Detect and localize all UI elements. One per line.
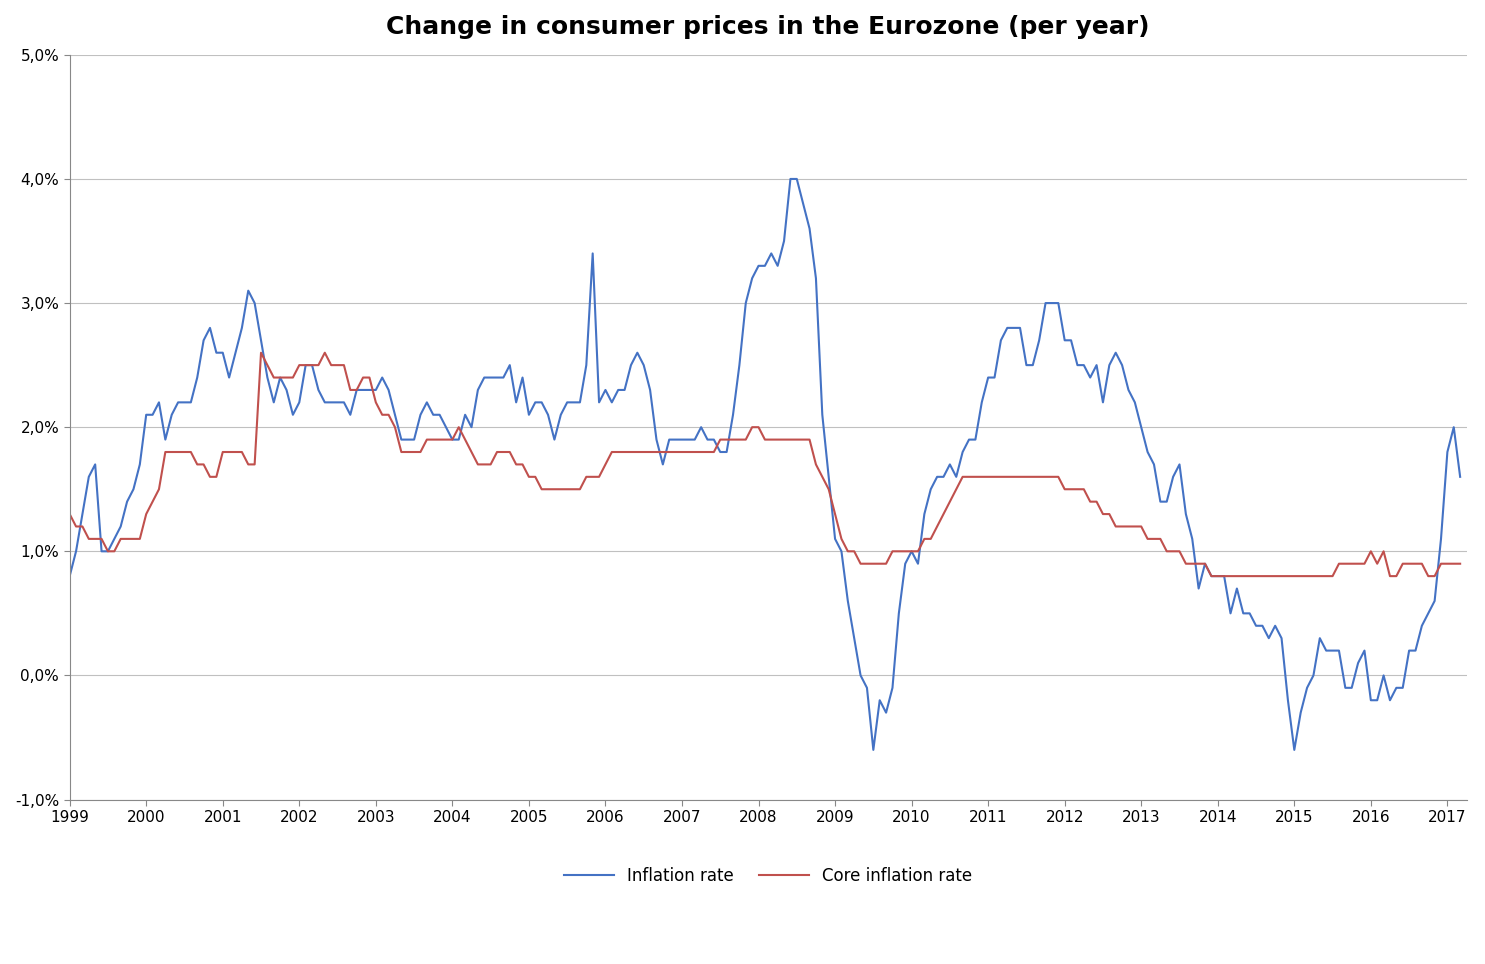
Inflation rate <box>131 459 148 470</box>
Inflation rate <box>1120 385 1138 396</box>
Legend: Inflation rate, Core inflation rate: Inflation rate, Core inflation rate <box>557 860 979 892</box>
Inflation rate <box>61 571 79 582</box>
Line: Inflation rate: Inflation rate <box>70 179 1460 750</box>
Inflation rate <box>603 396 621 408</box>
Core inflation rate <box>1203 571 1221 582</box>
Line: Core inflation rate: Core inflation rate <box>70 353 1460 576</box>
Core inflation rate <box>628 446 646 458</box>
Inflation rate <box>1215 571 1233 582</box>
Core inflation rate <box>61 508 79 520</box>
Inflation rate <box>941 459 959 470</box>
Inflation rate <box>622 360 640 371</box>
Inflation rate <box>1451 471 1469 483</box>
Core inflation rate <box>934 508 952 520</box>
Core inflation rate <box>1451 558 1469 570</box>
Core inflation rate <box>252 347 270 359</box>
Inflation rate <box>864 744 882 756</box>
Title: Change in consumer prices in the Eurozone (per year): Change in consumer prices in the Eurozon… <box>386 15 1149 39</box>
Core inflation rate <box>1215 571 1233 582</box>
Core inflation rate <box>609 446 627 458</box>
Inflation rate <box>781 174 799 185</box>
Core inflation rate <box>1114 521 1132 532</box>
Core inflation rate <box>131 533 148 545</box>
